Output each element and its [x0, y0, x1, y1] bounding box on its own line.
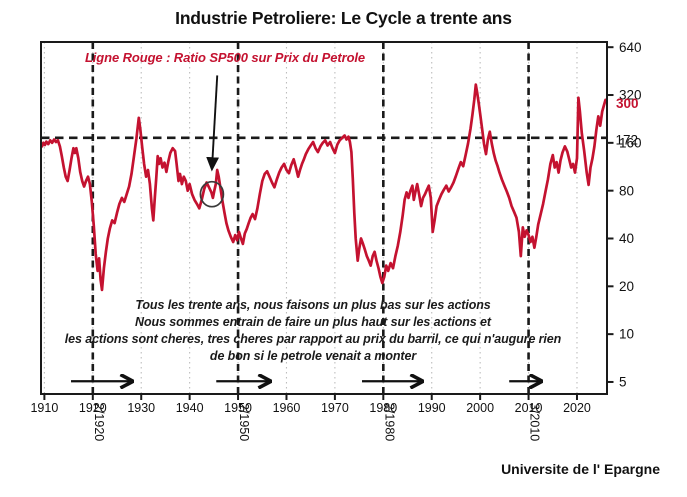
x-tick-label: 2020: [563, 401, 591, 415]
cycle-date-label: 2/1950: [237, 403, 251, 441]
plot-frame: [40, 41, 608, 395]
pointer-arrow: [206, 75, 220, 172]
x-tick-label: 1940: [176, 401, 204, 415]
x-tick-label: 1920: [79, 401, 107, 415]
y-tick-label: 320: [619, 88, 642, 103]
y-tick-label: 160: [619, 135, 642, 150]
ratio-line: [40, 83, 607, 292]
commentary-line: de bon si le petrole venait a monter: [209, 349, 417, 363]
y-tick-label: 5: [619, 375, 627, 390]
y-tick-label: 40: [619, 231, 634, 246]
y-tick-label: 20: [619, 279, 634, 294]
x-tick-label: 1980: [369, 401, 397, 415]
y-tick-label: 10: [619, 327, 634, 342]
x-tick-label: 1930: [127, 401, 155, 415]
commentary-line: les actions sont cheres, tres cheres par…: [64, 332, 562, 346]
legend-note: Ligne Rouge : Ratio SP500 sur Prix du Pe…: [84, 50, 366, 65]
x-tick-label: 1970: [321, 401, 349, 415]
y-tick-label: 640: [619, 40, 642, 55]
y-tick-label: 80: [619, 183, 634, 198]
commentary-block: Tous les trente ans, nous faisons un plu…: [27, 297, 599, 365]
highlight-circle: [199, 180, 225, 208]
x-tick-label: 1950: [224, 401, 252, 415]
cycle-date-label: 3/2010: [528, 403, 542, 441]
cycle-date-label: 2/1980: [382, 403, 396, 441]
plot-frame: [40, 41, 608, 395]
chart-annotations: [71, 75, 540, 381]
x-tick-label: 1960: [273, 401, 301, 415]
ratio-line: [40, 83, 607, 292]
x-tick-label: 1910: [30, 401, 58, 415]
current-value-label: 300: [616, 96, 639, 111]
x-tick-label: 1990: [418, 401, 446, 415]
x-tick-label: 2000: [466, 401, 494, 415]
x-tick-label: 2010: [515, 401, 543, 415]
cycle-date-label: 2/1920: [92, 403, 106, 441]
page-title: Industrie Petroliere: Le Cycle a trente …: [175, 8, 512, 28]
commentary-line: Nous sommes entrain de faire un plus hau…: [135, 315, 491, 329]
mean-value-label: 172: [616, 132, 639, 147]
commentary-line: Tous les trente ans, nous faisons un plu…: [135, 298, 491, 312]
source-credit: Universite de l' Epargne: [501, 461, 660, 477]
